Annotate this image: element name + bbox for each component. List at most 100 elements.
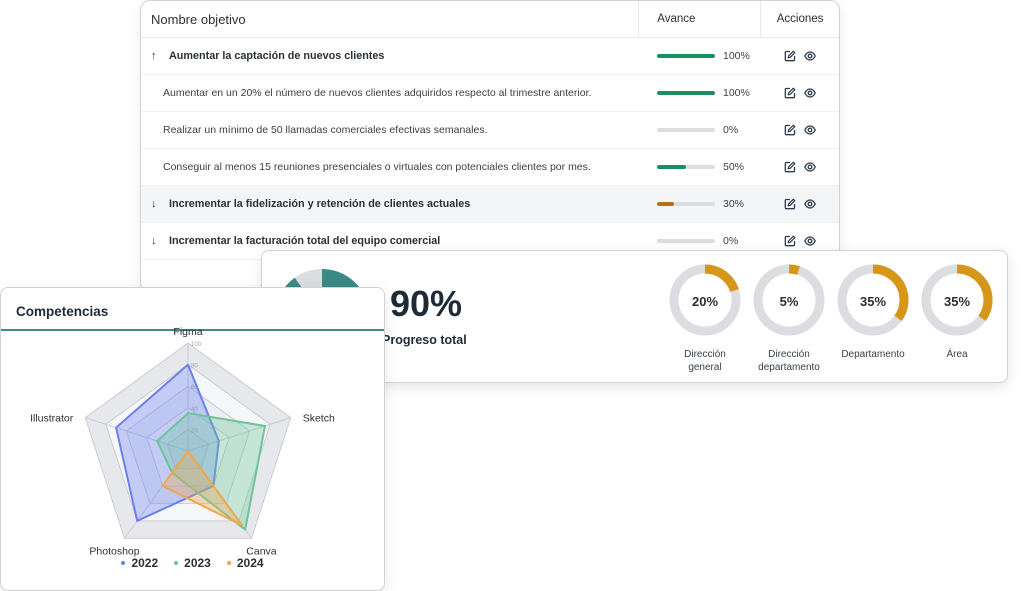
title-divider: [1, 329, 384, 331]
objective-text: Incrementar la fidelización y retención …: [169, 198, 471, 210]
view-eye-icon[interactable]: [804, 50, 816, 62]
objective-text: Conseguir al menos 15 reuniones presenci…: [163, 161, 591, 173]
mini-donut-value: 35%: [943, 294, 971, 309]
actions-cell: [761, 235, 839, 247]
progress-bar: [657, 202, 715, 206]
progress-cell: 0%: [639, 124, 761, 136]
edit-icon[interactable]: [784, 198, 796, 210]
mini-donut-label: Dirección general: [660, 348, 750, 374]
sub-objective-row[interactable]: Conseguir al menos 15 reuniones presenci…: [141, 149, 839, 186]
view-eye-icon[interactable]: [804, 235, 816, 247]
actions-cell: [761, 87, 839, 99]
progress-percent: 100%: [723, 87, 750, 99]
radar-tick-label: 100: [191, 342, 202, 348]
total-progress-label: Progreso total: [382, 333, 467, 347]
radar-spoke: [85, 417, 189, 452]
progress-bar: [657, 128, 715, 132]
mini-donut-label: Departamento: [828, 348, 918, 361]
expand-arrow-icon[interactable]: ↓: [151, 198, 157, 210]
objective-text: Realizar un mínimo de 50 llamadas comerc…: [163, 124, 488, 136]
progress-breakdown-item: 5% Dirección departamento: [744, 263, 834, 374]
actions-cell: [761, 161, 839, 173]
actions-cell: [761, 50, 839, 62]
mini-donut-arc: [669, 264, 741, 336]
mini-donut-value: 35%: [859, 294, 887, 309]
mini-donut: [753, 264, 825, 336]
progress-cell: 100%: [639, 50, 761, 62]
view-eye-icon[interactable]: [804, 198, 816, 210]
progress-percent: 50%: [723, 161, 745, 173]
progress-bar: [657, 91, 715, 95]
radar-spoke: [187, 417, 291, 452]
sub-objective-row[interactable]: Realizar un mínimo de 50 llamadas comerc…: [141, 112, 839, 149]
radar-series-2023: [156, 412, 267, 531]
total-progress-value: 90%: [390, 283, 463, 324]
progress-percent: 0%: [723, 124, 739, 136]
view-eye-icon[interactable]: [804, 87, 816, 99]
progress-bar: [657, 165, 715, 169]
radar-series-2024: [161, 450, 243, 527]
progress-bar: [657, 54, 715, 58]
progress-bar: [657, 239, 715, 243]
objective-row[interactable]: ↑ Aumentar la captación de nuevos cliente…: [141, 38, 839, 75]
mini-donut-value: 5%: [779, 294, 799, 309]
progress-bar-fill: [657, 54, 715, 58]
view-eye-icon[interactable]: [804, 161, 816, 173]
radar-axis-label: Illustrator: [30, 413, 74, 425]
objective-text: Incrementar la facturación total del equ…: [169, 235, 441, 247]
legend-dot-icon: [174, 561, 179, 565]
legend-dot-icon: [226, 561, 231, 565]
expand-arrow-icon[interactable]: ↓: [151, 235, 157, 247]
mini-label-line1: Departamento: [841, 349, 905, 360]
sub-objective-row[interactable]: Aumentar en un 20% el número de nuevos c…: [141, 75, 839, 112]
radar-tick-label: 20: [191, 428, 198, 434]
edit-icon[interactable]: [784, 124, 796, 136]
mini-donut-arc: [921, 264, 993, 336]
column-header-name[interactable]: Nombre objetivo: [151, 11, 246, 27]
mini-donut-label: Área: [912, 348, 1002, 361]
progress-breakdown-item: 35% Departamento: [828, 263, 918, 361]
progress-cell: 30%: [639, 198, 761, 210]
mini-donut: [921, 264, 993, 336]
column-header-progress[interactable]: Avance: [638, 1, 760, 37]
radar-tick-label: 40: [191, 407, 198, 413]
mini-donut-arc: [753, 264, 825, 336]
progress-breakdown-item: 35% Área: [912, 263, 1002, 361]
radar-series-2022: [115, 363, 220, 522]
mini-donut: [669, 264, 741, 336]
radar-axis-label: Photoshop: [89, 545, 139, 557]
competencias-title: Competencias: [16, 304, 109, 319]
objective-name-cell: ↓ Incrementar la facturación total del eq…: [141, 235, 639, 247]
progress-percent: 30%: [723, 198, 745, 210]
legend-item[interactable]: 2023: [174, 556, 211, 570]
view-eye-icon[interactable]: [804, 124, 816, 136]
progress-breakdown-item: 20% Dirección general: [660, 263, 750, 374]
edit-icon[interactable]: [784, 161, 796, 173]
objective-name-cell: ↓ Incrementar la fidelización y retención…: [141, 198, 639, 210]
mini-donut: [837, 264, 909, 336]
objective-text: Aumentar la captación de nuevos clientes: [169, 50, 385, 62]
progress-bar-fill: [657, 91, 715, 95]
objective-name-cell: Realizar un mínimo de 50 llamadas comerc…: [141, 124, 639, 136]
radar-axis-label: Figma: [173, 326, 202, 338]
mini-label-line1: Área: [946, 349, 968, 360]
collapse-arrow-icon[interactable]: ↑: [151, 50, 157, 62]
edit-icon[interactable]: [784, 50, 796, 62]
mini-donut-arc: [837, 264, 909, 336]
edit-icon[interactable]: [784, 87, 796, 99]
radar-chart: 20 40 60 80 100 Figma Sketch Canva Photoshop Illu…: [30, 326, 335, 557]
mini-label-line2: departamento: [758, 362, 820, 373]
legend-label: 2022: [131, 556, 159, 570]
competencias-card: Competencias 20 40 60 80 100 Figma Sketch Canva…: [0, 287, 385, 591]
progress-cell: 100%: [639, 87, 761, 99]
radar-tick-label: 60: [191, 385, 198, 391]
edit-icon[interactable]: [784, 235, 796, 247]
legend-item[interactable]: 2024: [226, 556, 264, 570]
mini-donut-value: 20%: [691, 294, 719, 309]
actions-cell: [761, 124, 839, 136]
progress-bar-fill: [657, 165, 686, 169]
objective-row[interactable]: ↓ Incrementar la fidelización y retención…: [141, 186, 839, 223]
legend-item[interactable]: 2022: [121, 556, 158, 570]
table-header: Nombre objetivo Avance Acciones: [141, 1, 839, 38]
progress-percent: 0%: [723, 235, 739, 247]
